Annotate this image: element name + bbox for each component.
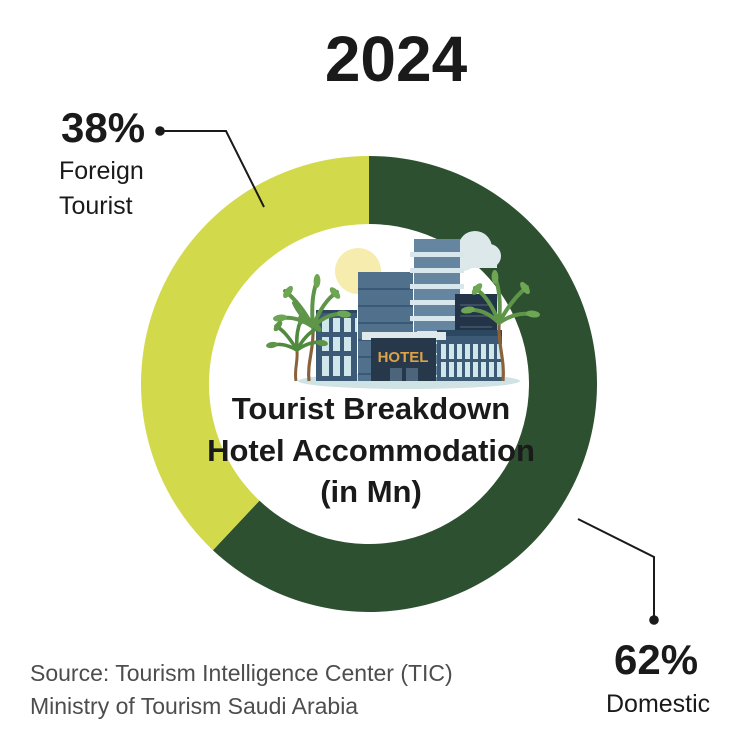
svg-text:HOTEL: HOTEL [378,349,429,366]
